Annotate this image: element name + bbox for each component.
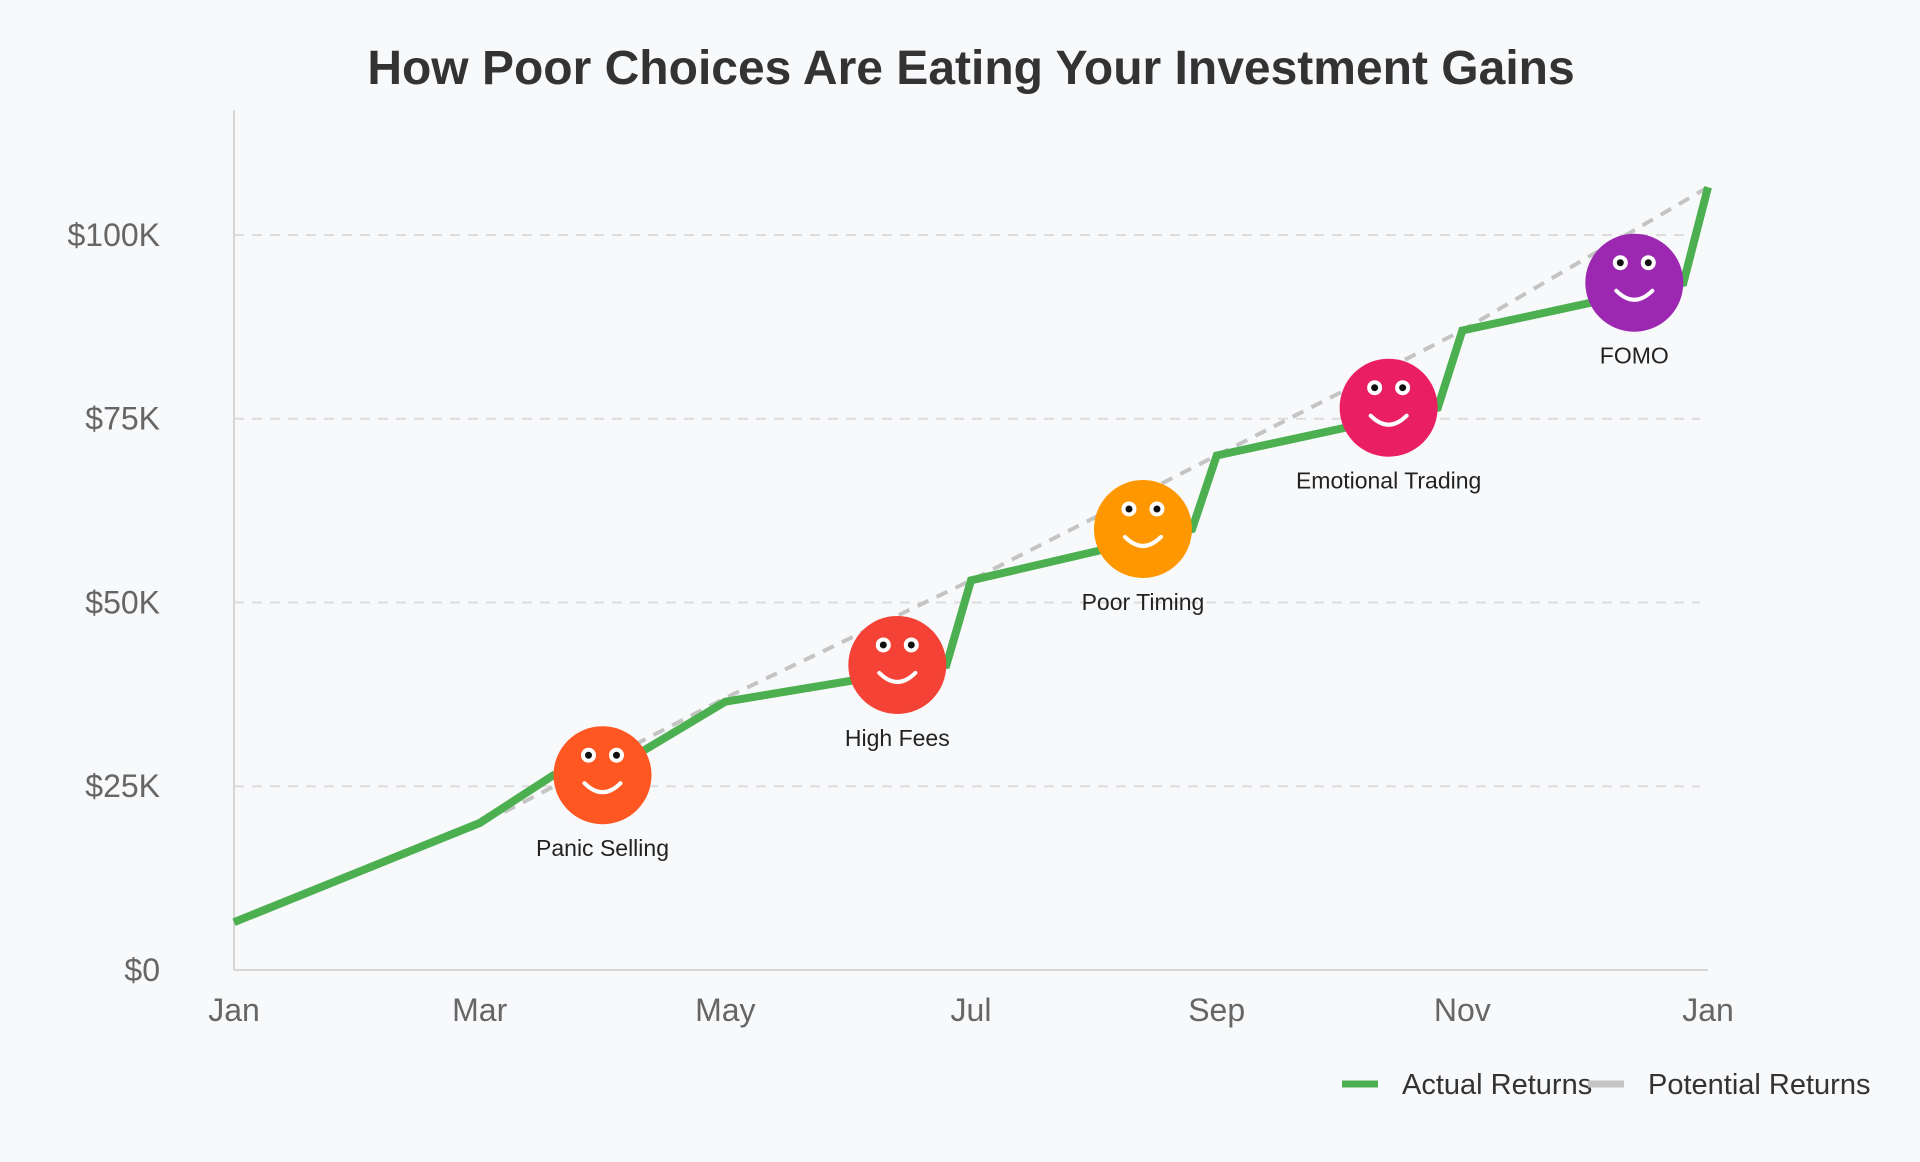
annotation-layer: Panic Selling High Fees Poor Timing Emotion… [536,233,1684,861]
face-icon [848,615,947,714]
x-tick-label: Mar [452,992,507,1028]
face-icon [553,726,652,825]
legend-label: Actual Returns [1402,1069,1592,1101]
mistake-label: Panic Selling [536,835,669,861]
y-tick-label: $50K [85,584,160,620]
legend-label: Potential Returns [1648,1069,1870,1101]
y-tick-label: $0 [124,952,160,988]
eye-pupil [1371,384,1379,392]
smile-mouth [1614,288,1655,302]
smile-mouth [1368,413,1409,427]
eye-pupil [1399,384,1407,392]
eye-pupil [1616,259,1624,267]
legend-item: Actual Returns [1342,1069,1592,1101]
eye-pupil [1153,505,1161,513]
y-tick-label: $100K [67,217,160,253]
x-tick-label: Nov [1434,992,1491,1028]
legend-item: Potential Returns [1588,1069,1870,1101]
x-tick-label: Jul [951,992,992,1028]
face-icon [1339,358,1438,457]
mistake-marker: Panic Selling [536,726,669,861]
mistake-label: Emotional Trading [1296,468,1481,494]
mistake-marker: Emotional Trading [1296,358,1481,494]
eye-pupil [1644,259,1652,267]
smile-mouth [1122,534,1163,548]
x-tick-label: Jan [208,992,260,1028]
mistake-label: High Fees [845,725,950,751]
face-icon [1093,479,1192,578]
eye-pupil [585,751,592,759]
mistake-marker: High Fees [845,615,950,751]
axis-layer: $0 $25K $50K $75K $100K Jan Mar May Jul Sep Nov Jan [67,110,1734,1028]
legend: Actual Returns Potential Returns [1342,1069,1870,1101]
actual-returns-line [232,186,1712,926]
eye-pupil [613,751,620,759]
mistake-marker: Poor Timing [1082,479,1205,615]
x-tick-label: Jan [1682,992,1734,1028]
grid-layer [234,233,1700,788]
mistake-marker: FOMO [1585,233,1684,369]
smile-mouth [877,670,918,684]
y-tick-label: $25K [85,768,160,804]
eye-pupil [879,641,887,649]
eye-pupil [907,641,915,649]
y-tick-label: $75K [85,401,160,437]
x-tick-label: Sep [1188,992,1245,1028]
smile-mouth [582,781,623,795]
face-icon [1585,233,1684,332]
potential-returns-line [503,185,1710,814]
eye-pupil [1125,505,1133,513]
x-tick-label: May [695,992,755,1028]
mistake-label: Poor Timing [1082,589,1205,615]
series-layer [232,185,1712,926]
mistake-label: FOMO [1600,343,1669,369]
chart-title: How Poor Choices Are Eating Your Investm… [367,42,1574,95]
